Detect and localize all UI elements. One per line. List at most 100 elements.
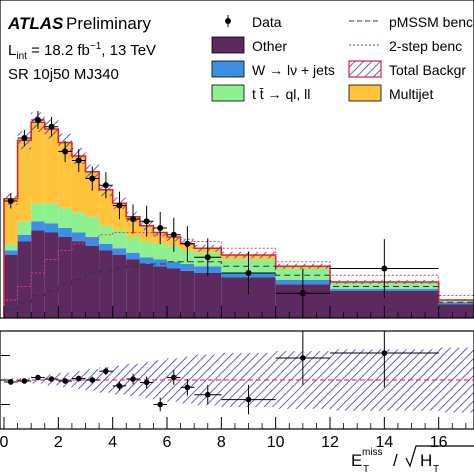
x-tick-label-7: 14 [375, 434, 393, 451]
ratio-point-5 [75, 375, 82, 382]
x-axis-label-met: E [351, 451, 362, 470]
stack-bar-0-4 [58, 237, 72, 318]
stack-bar-2-18 [438, 300, 474, 303]
stack-bar-0-2 [31, 230, 45, 318]
legend-swatch-wjets [211, 60, 245, 78]
atlas-preliminary-text: Preliminary [66, 14, 152, 33]
ratio-point-0 [7, 379, 14, 385]
data-point-11 [157, 225, 164, 231]
legend-label-ttbar: t t̄ → ql, ll [252, 86, 310, 102]
stack-bar-2-5 [71, 212, 86, 233]
stack-bar-1-5 [71, 232, 86, 242]
total-background-line [3, 121, 474, 318]
stack-bar-3-6 [85, 171, 100, 217]
legend-label-wjets: W → lν + jets [252, 62, 335, 78]
stack-bar-1-3 [44, 223, 59, 233]
data-point-3 [48, 123, 55, 130]
stack-bar-1-1 [17, 234, 32, 242]
ratio-point-3 [48, 376, 55, 382]
x-tick-label-4: 8 [217, 434, 226, 451]
legend-swatch-multijet [348, 84, 382, 102]
ratio-point-6 [89, 377, 96, 383]
stack-bar-2-6 [85, 216, 100, 237]
legend-swatch-total [348, 60, 382, 78]
data-point-10 [143, 218, 150, 225]
region-label: SR 10j50 MJ340 [8, 66, 119, 83]
stack-bar-0-18 [438, 304, 474, 318]
stack-bar-2-3 [44, 203, 59, 224]
stack-bar-0-9 [126, 259, 140, 318]
stack-bar-0-0 [4, 255, 18, 318]
x-axis-label-ht-sub: T [433, 464, 439, 474]
ratio-panel: 0 2 4 6 8 10 12 14 16 [0, 306, 474, 451]
stack-bar-3-7 [99, 189, 113, 226]
x-tick-label-6: 12 [321, 434, 339, 451]
legend-label-twostep: 2-step benc [389, 38, 462, 54]
x-axis-label-sub: T [363, 464, 369, 474]
ratio-point-10 [143, 379, 150, 386]
x-tick-label-1: 2 [54, 434, 63, 451]
data-point-15 [245, 270, 252, 276]
data-point-1 [21, 135, 28, 141]
ratio-point-11 [157, 401, 164, 408]
stack-bar-2-9 [126, 237, 140, 253]
ratio-point-1 [21, 378, 28, 384]
x-tick-label-8: 16 [430, 434, 448, 451]
stack-bar-0-6 [85, 246, 100, 318]
main-frame [0, 0, 474, 319]
stack-bar-0-11 [153, 266, 168, 318]
ratio-point-15 [245, 396, 252, 403]
signal-overlays [3, 232, 474, 318]
data-point-0 [7, 198, 14, 204]
stack-bar-1-4 [58, 228, 72, 237]
ratio-point-8 [116, 383, 123, 389]
stack-bar-1-2 [31, 221, 45, 231]
stack-bar-1-9 [126, 252, 140, 260]
ratio-point-4 [62, 378, 68, 384]
legend-label-data: Data [252, 14, 282, 30]
stack-bar-2-12 [167, 246, 181, 262]
x-axis-label: E T miss / H T [351, 445, 474, 474]
data-point-4 [62, 148, 69, 155]
stack-bar-3-1 [17, 140, 32, 222]
data-point-7 [102, 182, 109, 189]
stack-bar-3-3 [44, 129, 59, 204]
stack-bar-0-13 [180, 270, 195, 318]
ratio-point-12 [170, 374, 177, 381]
x-tick-label-2: 4 [108, 434, 117, 451]
stack-bar-0-12 [167, 268, 181, 318]
data-point-16 [299, 290, 306, 297]
stack-bar-2-1 [17, 221, 32, 235]
x-axis-label-slash: / [393, 451, 398, 470]
stack-bar-2-11 [153, 243, 168, 260]
stack-bar-3-4 [58, 142, 72, 208]
stack-bar-0-3 [44, 232, 59, 318]
stack-bar-2-2 [31, 203, 45, 222]
x-tick-label-0: 0 [0, 434, 9, 451]
legend-label-pmssm: pMSSM benc [389, 14, 473, 30]
stack-bar-2-4 [58, 207, 72, 228]
ratio-frame [0, 330, 474, 430]
data-points [4, 111, 439, 318]
ratio-band-8 [112, 365, 127, 395]
legend-swatch-other [211, 36, 245, 54]
stack-bar-1-13 [180, 264, 195, 271]
ratio-point-14 [204, 391, 211, 398]
stack-bar-1-12 [167, 261, 181, 269]
x-axis-label-ht: H [420, 451, 432, 470]
two-step-benchmark-line [3, 232, 474, 318]
sqrt-symbol [405, 445, 474, 468]
x-tick-label-3: 6 [163, 434, 172, 451]
stack-bar-0-1 [17, 241, 32, 318]
x-tick-label-5: 10 [267, 434, 285, 451]
data-point-6 [89, 175, 96, 182]
data-point-8 [116, 202, 123, 209]
stack-bar-1-0 [4, 250, 18, 255]
luminosity-label: Lint = 18.2 fb−1, 13 TeV [8, 41, 156, 62]
legend-label-multijet: Multijet [389, 86, 433, 102]
stack-bar-0-8 [112, 255, 127, 318]
stack-bar-1-7 [99, 243, 113, 251]
x-axis-ticks: 0 2 4 6 8 10 12 14 16 [0, 306, 467, 451]
data-point-2 [34, 117, 41, 123]
stack-bar-2-10 [139, 241, 154, 258]
